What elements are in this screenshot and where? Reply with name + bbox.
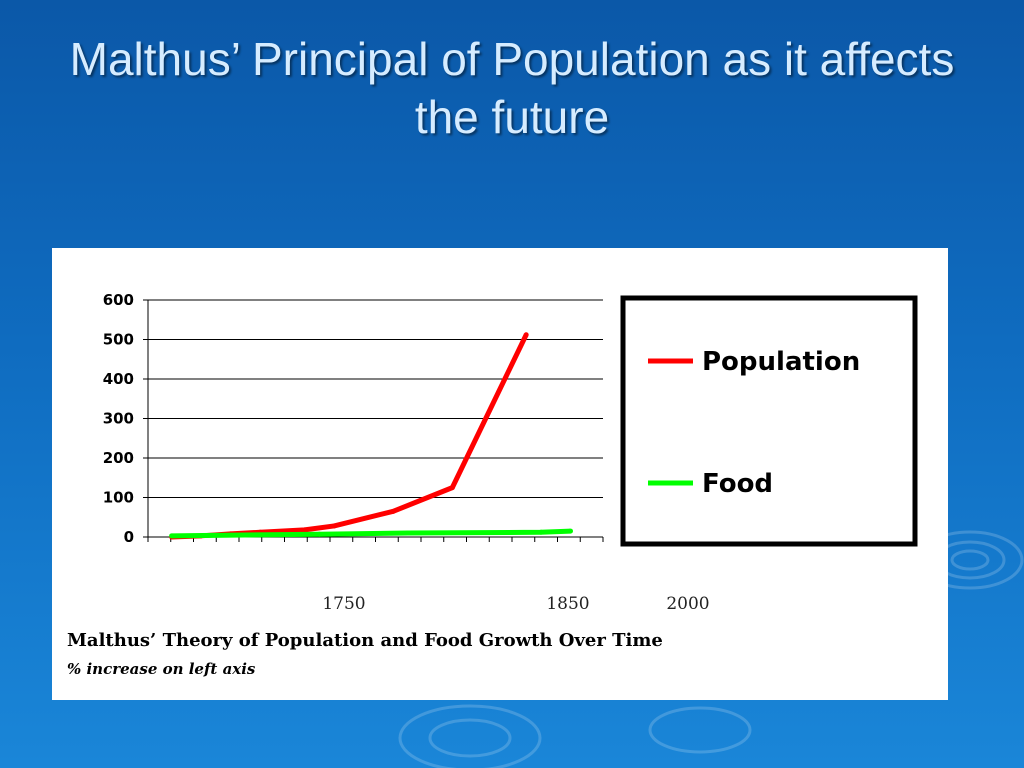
legend-label-population: Population	[702, 347, 860, 377]
population-data-point	[390, 508, 396, 514]
y-tick-label: 300	[103, 410, 134, 428]
food-data-point	[316, 531, 322, 537]
legend-label-food: Food	[702, 469, 773, 499]
y-tick-label: 400	[103, 370, 134, 388]
food-data-point	[405, 530, 411, 536]
population-data-point	[523, 332, 529, 338]
x-tick-label-1750: 1750	[322, 594, 365, 614]
chart-subtitle: % increase on left axis	[67, 660, 256, 678]
legend-box	[620, 295, 918, 547]
line-chart: 0 100 200 300 400 500 600 1750 1850 2000 Populatio…	[103, 291, 918, 614]
slide-title: Malthus’ Principal of Population as it a…	[69, 33, 955, 143]
y-tick-label: 200	[103, 449, 134, 467]
y-tick-label: 500	[103, 331, 134, 349]
population-data-point	[302, 527, 308, 533]
population-data-point	[449, 485, 455, 491]
y-tick-label: 600	[103, 291, 134, 309]
chart-panel: 0 100 200 300 400 500 600 1750 1850 2000 Populatio…	[52, 248, 948, 700]
x-tick-label-2000: 2000	[666, 594, 709, 614]
chart-title: Malthus’ Theory of Population and Food G…	[67, 630, 663, 651]
food-data-point	[538, 529, 544, 535]
food-data-point	[568, 528, 573, 534]
x-tick-label-1850: 1850	[546, 594, 589, 614]
y-tick-label: 0	[124, 528, 134, 546]
food-data-point	[169, 533, 175, 539]
y-tick-label: 100	[103, 489, 134, 507]
population-series-line	[171, 333, 529, 540]
population-data-point	[331, 523, 337, 529]
